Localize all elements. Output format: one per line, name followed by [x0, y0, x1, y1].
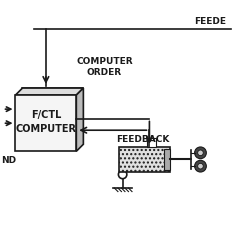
- Circle shape: [198, 163, 203, 169]
- Bar: [118, 147, 170, 172]
- Circle shape: [195, 147, 206, 159]
- Polygon shape: [76, 88, 83, 151]
- Circle shape: [195, 160, 206, 172]
- Circle shape: [118, 170, 127, 179]
- Text: COMPUTER: COMPUTER: [15, 124, 76, 134]
- Text: F/CTL: F/CTL: [31, 110, 61, 120]
- Bar: [15, 95, 76, 151]
- Polygon shape: [23, 88, 83, 144]
- Polygon shape: [15, 88, 83, 95]
- Text: FEEDBACK: FEEDBACK: [116, 135, 169, 144]
- Circle shape: [198, 150, 203, 156]
- Text: ND: ND: [1, 156, 17, 165]
- Bar: [147, 138, 156, 147]
- Bar: [164, 149, 170, 170]
- Text: FEEDE: FEEDE: [194, 17, 226, 26]
- Text: COMPUTER
ORDER: COMPUTER ORDER: [76, 57, 133, 77]
